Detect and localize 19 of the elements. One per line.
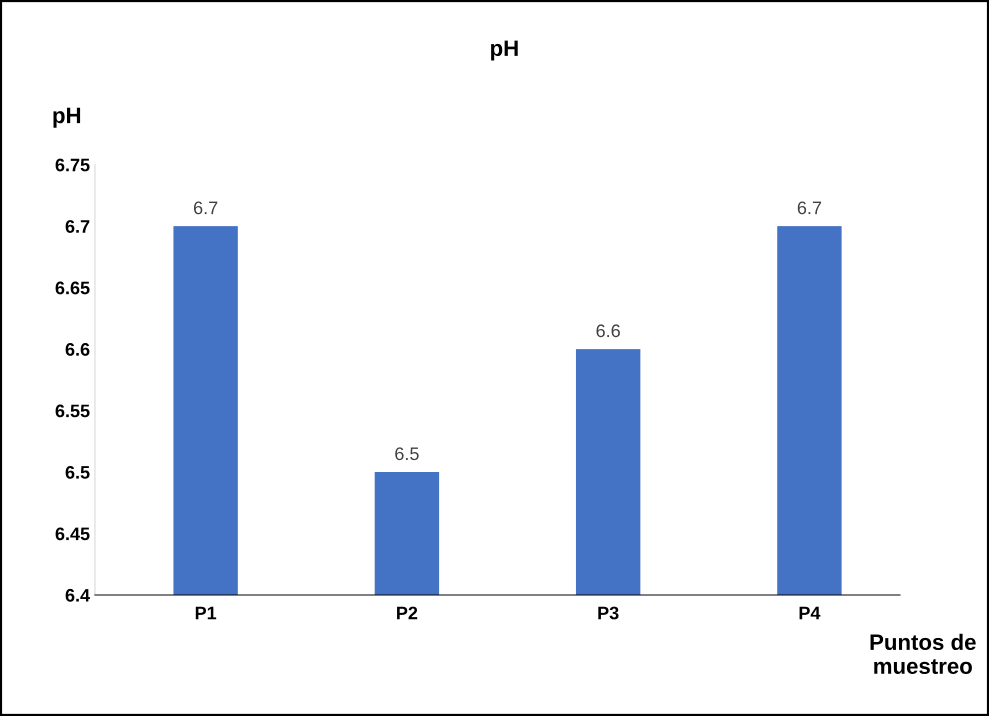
y-tick-label: 6.65 (56, 282, 90, 294)
y-tick-label: 6.4 (66, 588, 90, 602)
data-label: 6.7 (194, 201, 218, 214)
y-axis-title: pH (53, 108, 80, 128)
data-label: 6.7 (798, 201, 822, 214)
x-axis-title: Puntos de muestreo (870, 634, 976, 674)
data-label: 6.6 (596, 324, 620, 338)
y-tick-label: 6.75 (56, 158, 90, 172)
chart-title: pH (491, 40, 518, 60)
y-tick-label: 6.5 (66, 466, 90, 479)
y-tick-label: 6.45 (56, 527, 90, 540)
x-tick-label: P2 (397, 606, 418, 620)
data-label: 6.5 (395, 447, 419, 460)
x-tick-label: P4 (800, 606, 820, 620)
x-tick-label: P3 (598, 606, 619, 620)
y-tick-label: 6.7 (66, 220, 90, 233)
y-tick-label: 6.55 (56, 404, 90, 418)
x-tick-label: P1 (196, 606, 216, 620)
y-tick-label: 6.6 (66, 343, 90, 356)
